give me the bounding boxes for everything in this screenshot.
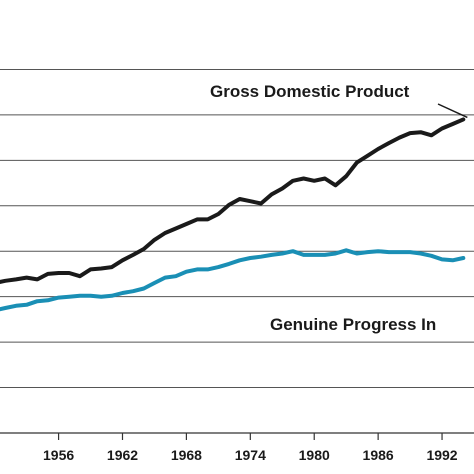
x-tick-label-1956: 1956 (43, 447, 74, 463)
x-tick-label-1962: 1962 (107, 447, 138, 463)
series-group (0, 117, 466, 312)
x-tick-label-1992: 1992 (426, 447, 457, 463)
gpi-series-label: Genuine Progress In (270, 315, 436, 334)
gdp-series-line (0, 117, 466, 284)
x-tick-label-1974: 1974 (235, 447, 266, 463)
x-axis-ticks: 1956 1962 1968 1974 1980 1986 1992 (43, 433, 458, 463)
x-tick-label-1986: 1986 (363, 447, 394, 463)
gridlines (0, 68, 474, 389)
x-tick-label-1968: 1968 (171, 447, 202, 463)
gpi-series-line (0, 248, 466, 312)
x-tick-label-1980: 1980 (299, 447, 330, 463)
gdp-annotation-arrow (437, 103, 468, 119)
gdp-series-label: Gross Domestic Product (210, 82, 410, 101)
